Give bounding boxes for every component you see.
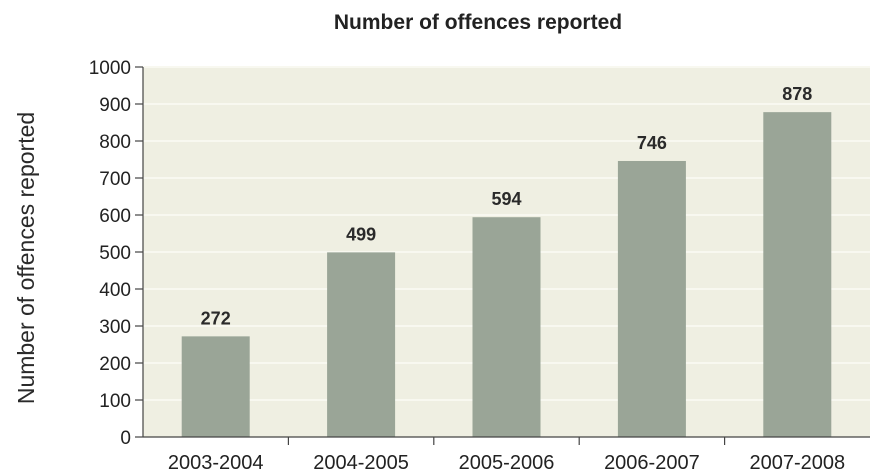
y-tick-label: 500	[99, 243, 131, 264]
bar-2006-2007	[617, 160, 686, 438]
bar-2004-2005	[327, 252, 396, 437]
bars	[181, 112, 832, 438]
y-tick-label: 300	[99, 317, 131, 338]
x-tick-label: 2007-2008	[749, 452, 845, 474]
y-tick-label: 100	[99, 391, 131, 412]
y-tick-label: 700	[99, 169, 131, 190]
y-tick-label: 400	[99, 280, 131, 301]
data-label: 272	[201, 308, 231, 328]
y-tick-label: 200	[99, 354, 131, 375]
x-tick-label: 2003-2004	[168, 452, 264, 474]
bar-2005-2006	[472, 217, 541, 437]
y-tick-label: 1000	[89, 58, 131, 79]
data-label: 594	[491, 189, 521, 209]
data-label: 499	[346, 224, 376, 244]
bar-2003-2004	[181, 336, 250, 437]
y-tick-label: 900	[99, 95, 131, 116]
x-tick-label: 2005-2006	[459, 452, 555, 474]
chart-title: Number of offences reported	[334, 11, 622, 34]
y-tick-label: 800	[99, 132, 131, 153]
data-label: 878	[782, 84, 812, 104]
x-tick-label: 2006-2007	[604, 452, 700, 474]
y-tick-label: 600	[99, 206, 131, 227]
bar-2007-2008	[763, 112, 832, 437]
data-labels: 272 499 594 746 878	[201, 84, 813, 328]
x-tick-label: 2004-2005	[313, 452, 409, 474]
y-tick-label: 0	[120, 428, 131, 449]
data-label: 746	[637, 133, 667, 153]
axes: 0 100 200 300 400 500 600 700 800 900 1000 2003-200…	[89, 58, 870, 474]
y-axis-label: Number of offences reported	[13, 112, 39, 404]
